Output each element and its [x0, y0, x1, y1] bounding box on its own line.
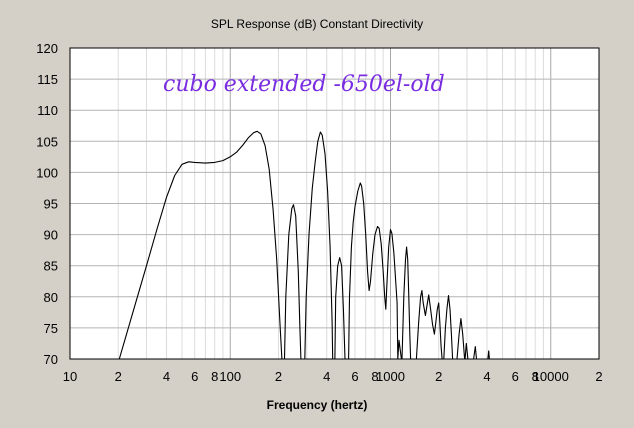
- x-tick-label: 8: [211, 369, 218, 384]
- x-tick-label: 2: [115, 369, 122, 384]
- x-tick-label: 1000: [376, 369, 405, 384]
- x-tick-label: 6: [512, 369, 519, 384]
- y-tick-label: 75: [44, 321, 58, 336]
- y-tick-label: 105: [36, 134, 58, 149]
- y-tick-label: 70: [44, 352, 58, 367]
- x-axis-label: Frequency (hertz): [267, 398, 368, 412]
- chart-annotation: cubo extended -650el-old: [163, 72, 445, 97]
- x-tick-label: 4: [163, 369, 170, 384]
- series-line: [118, 130, 490, 360]
- y-tick-label: 120: [36, 41, 58, 56]
- y-tick-label: 110: [37, 103, 58, 118]
- x-tick-label: 8: [371, 369, 378, 384]
- x-tick-label: 6: [191, 369, 198, 384]
- grid: [70, 48, 599, 359]
- y-tick-label: 90: [44, 228, 58, 243]
- y-tick-label: 95: [44, 197, 58, 212]
- x-tick-label: 10000: [533, 369, 569, 384]
- y-tick-label: 115: [37, 72, 58, 87]
- x-tick-label: 2: [275, 369, 282, 384]
- y-tick-label: 80: [44, 290, 58, 305]
- series-layer: [69, 47, 600, 360]
- y-axis-ticks: 70 75 80 85 90 95 100 105 110 115 120: [36, 41, 58, 367]
- chart-title: SPL Response (dB) Constant Directivity: [211, 17, 423, 31]
- x-tick-label: 6: [351, 369, 358, 384]
- x-tick-label: 2: [435, 369, 442, 384]
- x-tick-label: 4: [483, 369, 490, 384]
- y-tick-label: 85: [44, 259, 58, 274]
- x-tick-label: 8: [532, 369, 539, 384]
- x-tick-label: 2: [595, 369, 602, 384]
- x-tick-label: 100: [219, 369, 241, 384]
- plot-frame: [69, 47, 600, 360]
- x-tick-label: 10: [63, 369, 77, 384]
- y-tick-label: 100: [36, 165, 58, 180]
- x-tick-label: 4: [323, 369, 330, 384]
